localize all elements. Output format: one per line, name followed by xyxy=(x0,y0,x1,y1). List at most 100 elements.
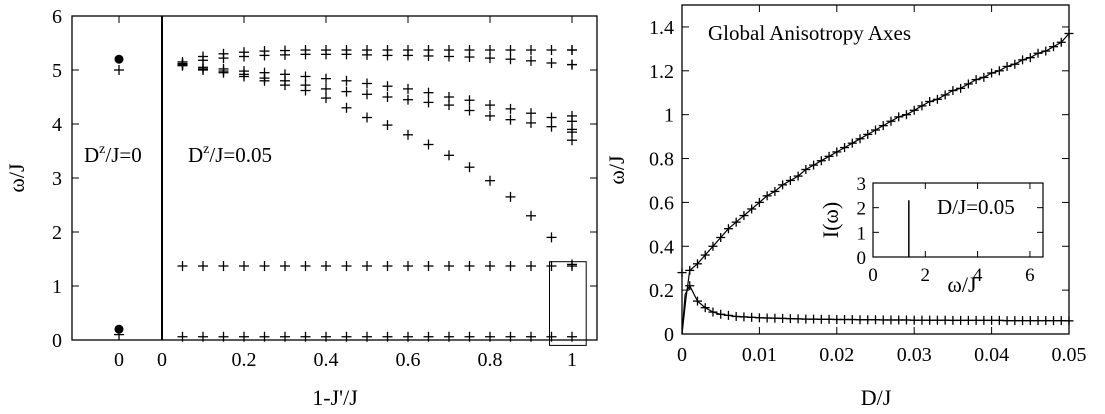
left-xtick-label: 0 xyxy=(114,349,124,371)
right-series-1-point xyxy=(948,315,958,325)
right-series-0-point xyxy=(994,66,1004,76)
series-6-point xyxy=(177,331,188,342)
series-1-point xyxy=(382,50,393,61)
series-4-point xyxy=(403,129,413,140)
series-5-point xyxy=(362,261,372,272)
inset-ytick-label: 0 xyxy=(857,248,867,269)
series-4-point xyxy=(300,85,311,96)
inset-background xyxy=(845,172,1057,296)
right-series-1-point xyxy=(809,314,819,324)
right-series-0-point xyxy=(816,156,826,166)
right-series-1-point xyxy=(824,314,834,324)
series-1-point xyxy=(300,49,311,60)
right-series-0-point xyxy=(987,68,997,78)
series-2-point xyxy=(321,73,331,84)
series-4-point xyxy=(362,112,372,123)
right-series-0-point xyxy=(1002,61,1012,71)
inset-x-axis-label: ω/J xyxy=(947,272,977,297)
series-4-point xyxy=(444,150,454,161)
series-3-point xyxy=(321,83,331,94)
series-4-point xyxy=(198,65,208,75)
annotation-dz005-base: D xyxy=(188,143,203,167)
right-series-0-point xyxy=(917,101,927,111)
right-ytick-label: 0.6 xyxy=(649,192,674,214)
right-series-1-point xyxy=(987,315,997,325)
right-series-0-point xyxy=(770,186,780,196)
right-series-1-point xyxy=(1056,316,1066,326)
series-4-point xyxy=(239,71,249,82)
series-2-point xyxy=(485,100,495,111)
series-2-point xyxy=(546,112,557,123)
series-3-point xyxy=(485,110,495,121)
right-series-1-point xyxy=(801,314,811,324)
series-4-point xyxy=(382,120,393,131)
series-2-point xyxy=(505,103,516,114)
left-x-ticks: 0 0 0.2 0.4 0.6 0.8 1 xyxy=(114,16,577,371)
right-series-0-point xyxy=(716,232,726,242)
series-6-point xyxy=(341,331,352,342)
series-6-point xyxy=(218,331,229,342)
series-6-point xyxy=(280,331,290,342)
right-series-0-point xyxy=(901,110,911,120)
right-series-0-point xyxy=(708,241,718,251)
left-ytick-label: 5 xyxy=(52,60,62,82)
right-series-0-point xyxy=(886,116,896,126)
right-series-1-point xyxy=(1018,316,1028,326)
right-series-1-point xyxy=(863,315,873,325)
left-ytick-label: 1 xyxy=(52,276,62,298)
right-series-0-point xyxy=(778,180,788,190)
inset-y-axis-label: I(ω) xyxy=(818,202,843,238)
series-2-point xyxy=(464,95,475,106)
right-series-0-point xyxy=(801,165,811,174)
series-2-point xyxy=(341,75,352,86)
right-series-0-point xyxy=(1056,37,1066,47)
inset-ytick-label: 1 xyxy=(857,223,867,244)
right-series-0-point xyxy=(1018,55,1028,65)
right-series-1-point xyxy=(917,315,927,325)
right-series-1-point xyxy=(1033,316,1043,326)
right-series-0-point xyxy=(762,191,772,201)
right-panel-xtick-label: 0.4 xyxy=(314,349,339,371)
series-0-point xyxy=(526,45,536,56)
left-ytick-label: 2 xyxy=(52,222,62,244)
right-series-1-point xyxy=(692,296,702,306)
dz0-dot xyxy=(114,324,124,334)
right-series-0-point xyxy=(754,197,764,207)
right-series-1-point xyxy=(940,315,950,325)
right-series-0-point xyxy=(925,97,935,107)
right-series-0-point xyxy=(747,204,757,214)
left-ytick-label: 0 xyxy=(52,330,62,352)
series-5-point xyxy=(423,261,434,272)
series-5-point xyxy=(341,261,352,272)
series-6-point xyxy=(239,331,249,342)
right-series-1-point xyxy=(1025,316,1035,326)
x1-extra-point xyxy=(567,110,577,121)
left-points xyxy=(114,45,577,342)
right-series-1-point xyxy=(747,312,757,322)
left-ytick-label: 3 xyxy=(52,168,62,190)
inset-y-ticks: 0 1 2 3 xyxy=(857,174,1043,269)
annotation-dz005-rest: /J=0.05 xyxy=(209,143,272,167)
series-5-point xyxy=(382,261,393,272)
series-0-point xyxy=(546,45,557,56)
series-3-point xyxy=(505,114,516,125)
right-series-1-point xyxy=(708,307,718,317)
right-series-1-point xyxy=(932,315,942,325)
right-series-0-point xyxy=(863,129,873,139)
right-series-0-point xyxy=(1033,48,1043,58)
inset-label: D/J=0.05 xyxy=(937,195,1015,219)
right-y-axis-label: ω/J xyxy=(604,155,629,185)
series-4-point xyxy=(218,67,229,78)
series-4-point xyxy=(341,102,352,113)
right-series-1-point xyxy=(855,315,865,325)
right-series-1-point xyxy=(723,310,733,320)
right-series-1-point xyxy=(685,281,695,291)
series-4-point xyxy=(546,232,557,243)
dz0-dot xyxy=(114,54,124,64)
right-series-0-point xyxy=(932,94,942,104)
right-series-1-point xyxy=(1049,316,1059,326)
right-xtick-label: 0.02 xyxy=(819,344,854,366)
right-series-1-point xyxy=(770,313,780,323)
